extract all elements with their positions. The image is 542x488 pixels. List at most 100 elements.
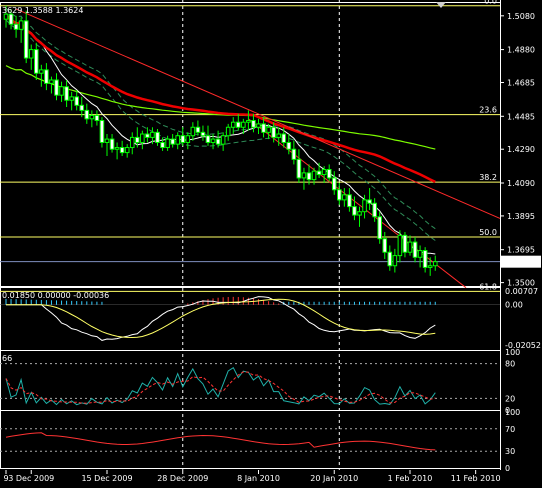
y-tick-label: 1.4290: [507, 145, 535, 154]
candle-body: [362, 199, 367, 213]
fib-label-0: 0.0: [484, 0, 497, 6]
candle-body: [266, 126, 271, 133]
pane-border-4: [0, 410, 501, 469]
candle-body: [372, 202, 377, 218]
candle-body: [422, 250, 428, 268]
candle-body: [135, 136, 140, 143]
trend-line-upper: [15, 8, 501, 219]
candle-body: [291, 148, 297, 160]
candle-body: [427, 265, 433, 268]
candle-body: [382, 238, 388, 253]
envelope-lower-line: [5, 19, 436, 241]
candle-body: [69, 96, 74, 101]
candle-body: [18, 20, 24, 30]
candle-body: [331, 177, 337, 191]
candle-body: [190, 126, 196, 137]
rsi-y-tick: 30: [505, 447, 515, 456]
candle-body: [301, 172, 307, 179]
candle-body: [160, 141, 165, 149]
rsi-line: [5, 432, 436, 451]
pane-border-1: [0, 2, 501, 287]
fib-label-4: 61.8: [479, 282, 497, 291]
ma-green-line: [5, 65, 436, 150]
candle-body: [321, 168, 327, 176]
candle-body: [114, 147, 120, 150]
pane-border-3: [0, 350, 501, 411]
x-tick-label: 1 Feb 2010: [388, 474, 433, 483]
x-tick-label: 28 Dec 2009: [157, 474, 208, 483]
x-tick-label: 3 Dec 2009: [8, 474, 54, 483]
candle-body: [306, 172, 312, 181]
candle-body: [392, 255, 398, 267]
candle-body: [3, 13, 9, 20]
y-tick-label: 1.3895: [507, 212, 535, 221]
candle-body: [165, 138, 170, 149]
candle-body: [402, 234, 408, 253]
candle-body: [140, 133, 145, 143]
candle-body: [79, 104, 85, 111]
candle-body: [220, 135, 226, 145]
candle-body: [347, 194, 352, 208]
candle-body: [246, 120, 251, 123]
envelope-upper-line: [5, 7, 436, 230]
y-tick-label: 1.4485: [507, 112, 535, 121]
candle-body: [109, 138, 115, 150]
stoch-y-tick: 0: [505, 406, 510, 415]
stoch-d-line: [5, 371, 436, 404]
candle-body: [296, 158, 302, 179]
y-tick-label: 1.4880: [507, 46, 535, 55]
candle-body: [352, 206, 357, 216]
candle-body: [99, 120, 105, 143]
macd-signal-line: [6, 298, 436, 339]
candle-body: [124, 147, 130, 154]
x-tick-label: 8 Jan 2010: [237, 474, 280, 483]
stoch-y-tick: 20: [505, 394, 515, 403]
candle-body: [342, 194, 347, 201]
candle-body: [251, 120, 256, 128]
candle-body: [64, 86, 69, 101]
fib-label-3: 50.0: [479, 228, 497, 237]
symbol-quote: 3629 1.3588 1.3624: [2, 6, 83, 15]
candle-body: [377, 216, 382, 240]
candle-body: [175, 135, 180, 145]
stoch-k-line: [5, 366, 436, 406]
candle-body: [210, 138, 216, 143]
candle-body: [225, 126, 231, 137]
candle-body: [8, 13, 14, 25]
candle-body: [215, 138, 221, 145]
candle-body: [417, 250, 423, 258]
rsi-y-tick: 0: [505, 464, 510, 473]
y-tick-label: 1.3500: [507, 279, 535, 288]
candle-body: [311, 170, 317, 181]
candle-body: [261, 123, 266, 133]
y-tick-label: 1.4685: [507, 79, 535, 88]
candle-body: [407, 241, 413, 253]
candle-body: [129, 136, 135, 149]
ma-fast-line: [5, 13, 436, 255]
candle-body: [256, 123, 261, 128]
candle-body: [44, 69, 49, 84]
stoch-header: 66: [2, 354, 12, 363]
fib-label-2: 38.2: [479, 173, 497, 182]
candle-body: [155, 131, 160, 143]
candle-body: [119, 147, 125, 154]
candle-body: [337, 189, 342, 201]
y-tick-label: 1.4090: [507, 179, 535, 188]
candle-body: [34, 49, 39, 74]
x-tick-label: 11 Feb 2010: [451, 474, 501, 483]
candle-body: [94, 114, 100, 122]
candle-body: [230, 121, 236, 128]
candle-body: [387, 251, 393, 267]
candle-body: [316, 170, 322, 176]
stoch-y-tick: 80: [505, 360, 515, 369]
candle-body: [180, 135, 186, 143]
candle-body: [49, 79, 54, 84]
candle-body: [397, 234, 403, 257]
candle-body: [170, 138, 175, 145]
candle-body: [54, 79, 59, 96]
macd-y-tick: 0.00: [505, 301, 523, 310]
candle-body: [432, 261, 438, 267]
rsi-y-tick: 70: [505, 425, 515, 434]
